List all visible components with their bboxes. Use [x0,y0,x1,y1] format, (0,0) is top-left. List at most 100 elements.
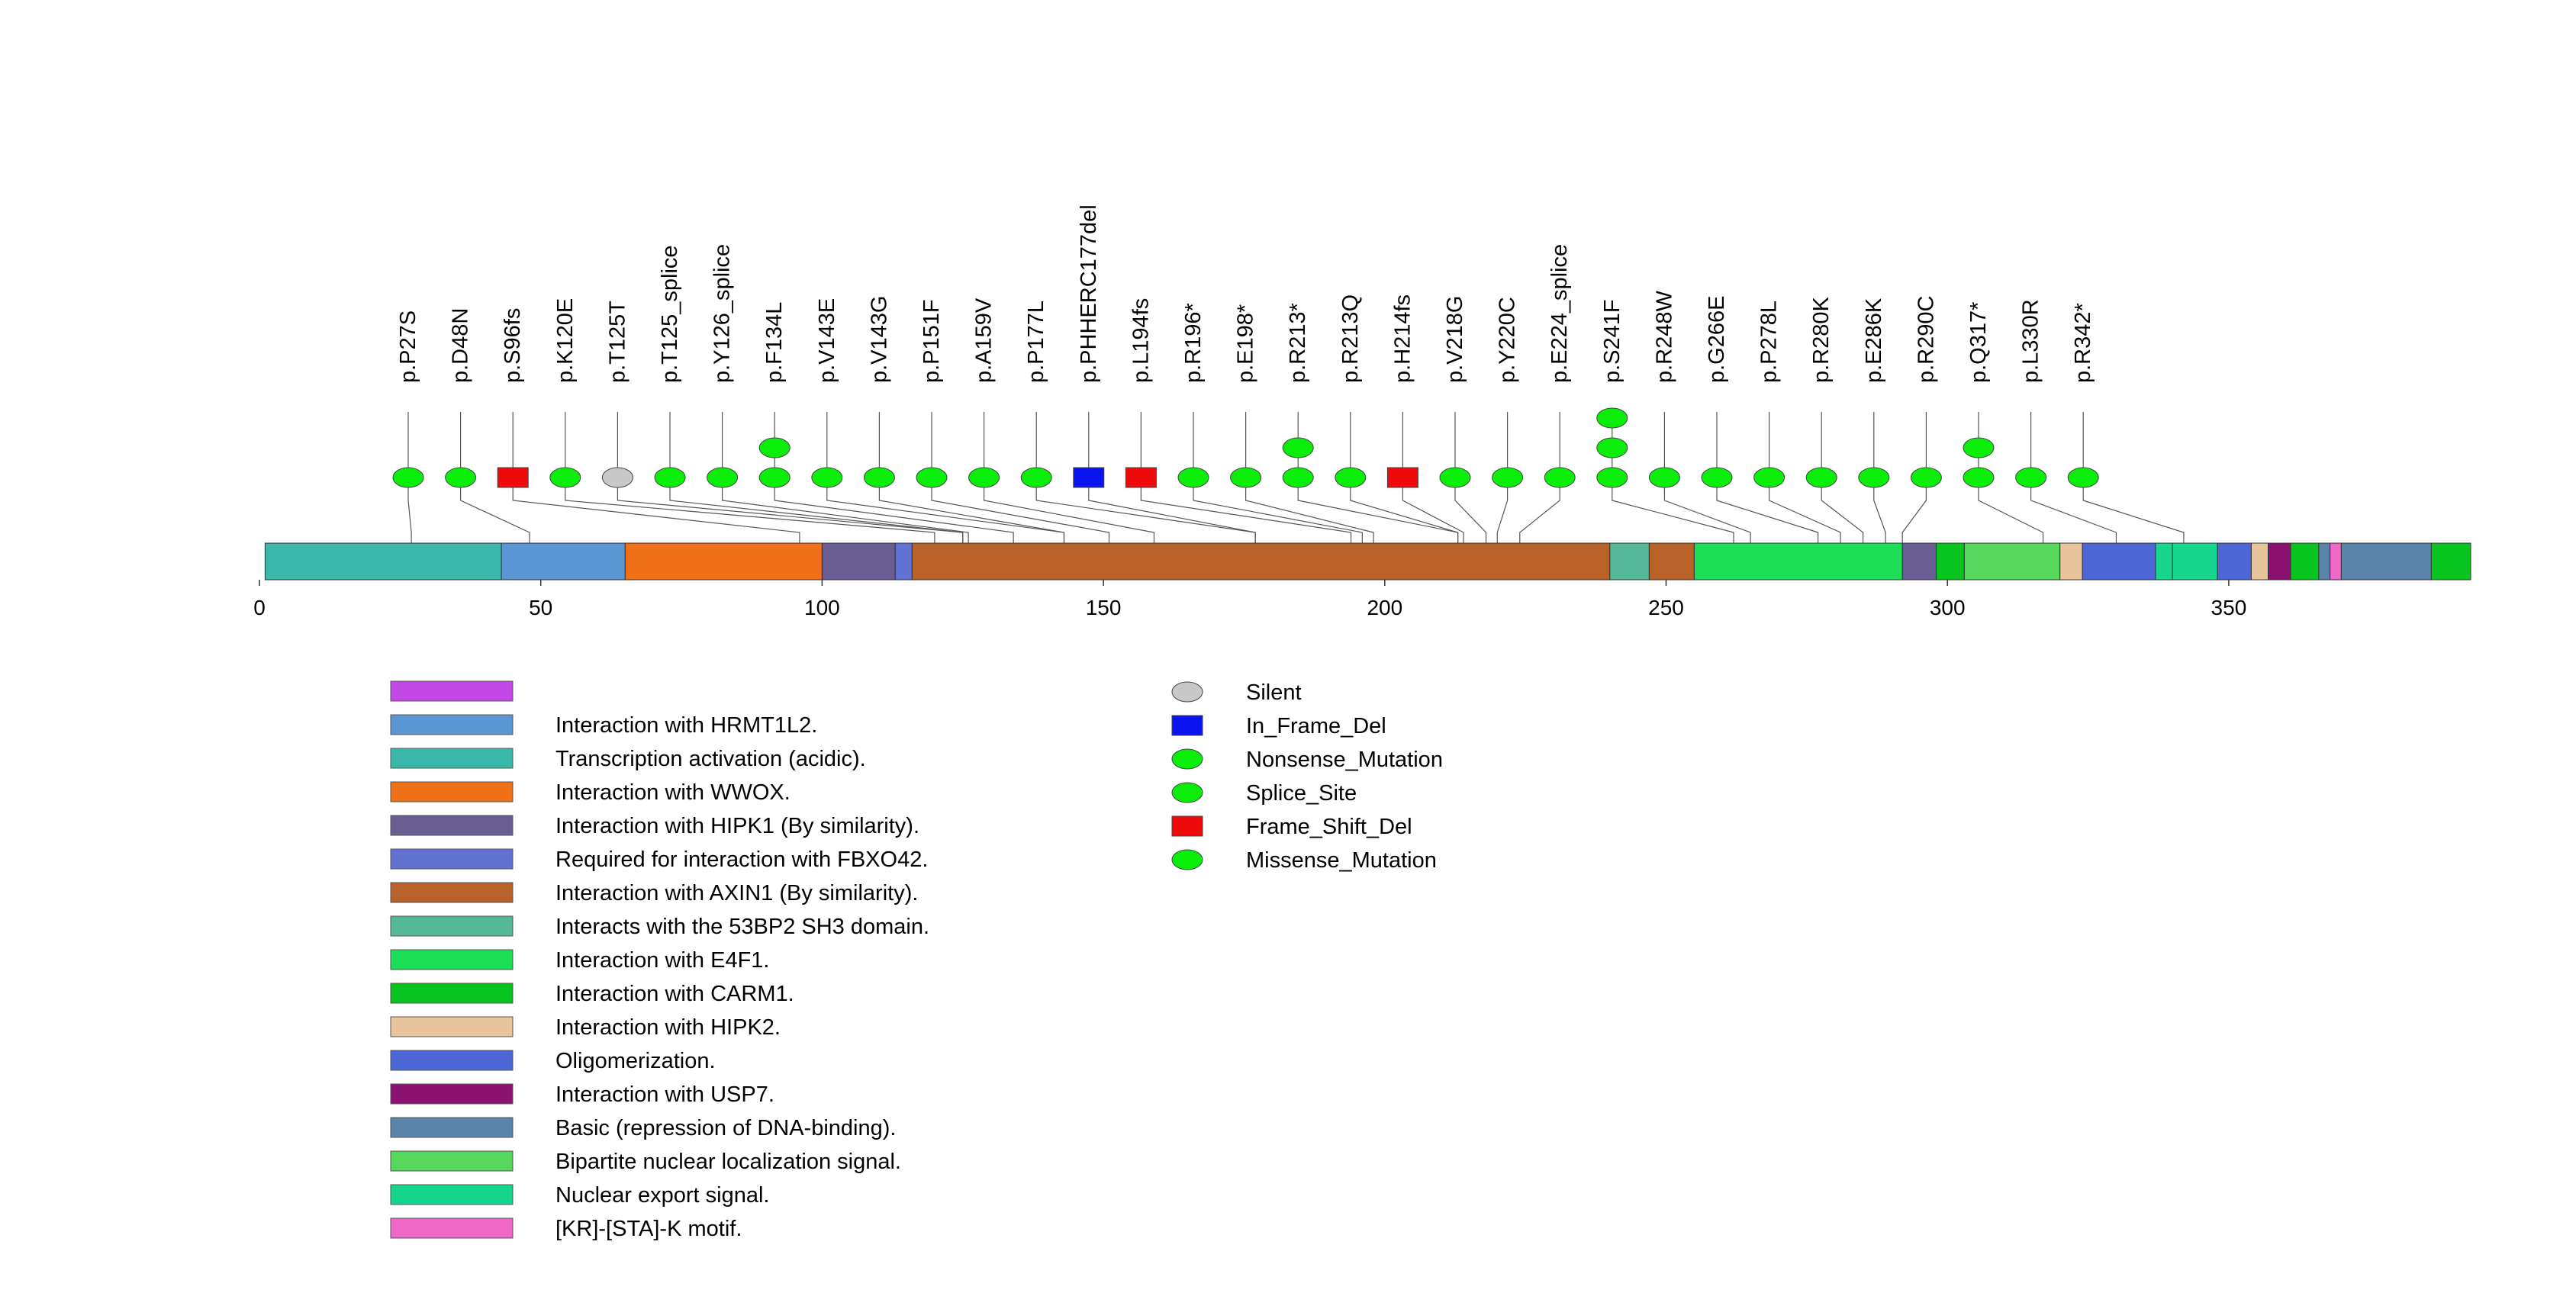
mutation-marker-p-e224-splice[interactable] [1544,467,1576,488]
axis-tick-label: 50 [529,596,552,619]
mutation-marker-p-p278l[interactable] [1753,467,1785,488]
mutation-legend-label: Frame_Shift_Del [1246,815,1412,839]
mutation-label-p-r280k: p.R280K [1809,296,1834,383]
mutation-marker-p-r248w[interactable] [1648,467,1680,488]
mutation-label-p-d48n: p.D48N [449,308,473,383]
mutation-marker-p-s241f[interactable] [1596,407,1628,429]
domain-legend-label: Interaction with WWOX. [555,780,791,805]
domain-segment-required-for-interaction-with-fbxo42 [894,542,913,581]
domain-legend-label: Bipartite nuclear localization signal. [555,1150,901,1174]
mutation-label-p-l194fs: p.L194fs [1129,298,1153,383]
mutation-marker-p-a159v[interactable] [968,467,1000,488]
mutation-markers [392,407,2099,488]
mutation-marker-p-s241f[interactable] [1596,467,1628,488]
mutation-marker-p-e286k[interactable] [1858,467,1890,488]
mutation-marker-p-v143e[interactable] [811,467,843,488]
mutation-label-p-e286k: p.E286K [1862,298,1886,383]
mutation-marker-p-s241f[interactable] [1596,437,1628,458]
mutation-label-p-l330r: p.L330R [2019,299,2043,383]
domain-segment-interacts-with-the-53bp2-sh3-domain [1609,542,1650,581]
position-axis: 0 50 100 150 200 250 300 350 [253,580,2246,619]
mutation-type-legend: Silent In_Frame_Del Nonsense_Mutation Splic… [1171,680,1443,873]
mutation-marker-p-l194fs[interactable] [1125,467,1157,488]
protein-domain-bar [264,542,2471,581]
mutation-marker-p-g266e[interactable] [1701,467,1733,488]
axis-tick-label: 200 [1367,596,1402,619]
mutation-marker-p-y126-splice[interactable] [707,467,739,488]
mutation-label-p-q317: p.Q317* [1966,302,1991,383]
axis-tick-label: 150 [1086,596,1122,619]
domain-legend-label: Interaction with AXIN1 (By similarity). [555,881,918,905]
mutation-label-p-p177l: p.P177L [1024,301,1048,383]
mutation-label-p-s241f: p.S241F [1600,299,1624,383]
mutation-label-p-t125-splice: p.T125_splice [658,245,682,383]
mutation-marker-p-y220c[interactable] [1492,467,1524,488]
mutation-marker-p-v143g[interactable] [863,467,895,488]
mutation-label-p-r213: p.R213* [1286,303,1310,383]
mutation-marker-p-p177l[interactable] [1020,467,1052,488]
mutation-marker-p-f134l[interactable] [758,437,791,458]
domain-legend-label: Oligomerization. [555,1049,716,1073]
domain-segment-interaction-with-wwox [624,542,823,581]
domain-legend-label: Nuclear export signal. [555,1183,769,1208]
mutation-marker-p-v218g[interactable] [1439,467,1471,488]
mutation-marker-p-p151f[interactable] [916,467,948,488]
mutation-marker-p-r213[interactable] [1282,467,1314,488]
mutation-marker-p-p27s[interactable] [392,467,424,488]
mutation-marker-p-t125t[interactable] [601,467,633,488]
mutation-marker-p-r342[interactable] [2067,467,2099,488]
domain-segment-interaction-with-hipk2 [2250,542,2269,581]
mutation-legend-label: Splice_Site [1246,781,1357,806]
domain-legend-swatch [390,748,514,769]
mutation-marker-p-f134l[interactable] [758,467,791,488]
axis-tick-label: 300 [1930,596,1966,619]
domain-segment-interaction-with-axin1-by-similarity [911,542,1611,581]
mutation-label-p-t125t: p.T125T [605,301,630,383]
domain-segment-interaction-with-hipk2 [2059,542,2083,581]
mutation-marker-p-r213[interactable] [1282,437,1314,458]
domain-legend-swatch [390,1050,514,1071]
mutation-label-p-a159v: p.A159V [972,298,997,383]
mutation-label-p-v143e: p.V143E [815,298,839,383]
domain-legend-label: Interaction with HIPK1 (By similarity). [555,814,919,838]
domain-segment-nuclear-export-signal [2172,542,2218,581]
mutation-marker-p-phherc177del[interactable] [1073,467,1105,488]
mutation-label-p-r248w: p.R248W [1652,290,1676,383]
mutation-label-p-r196: p.R196* [1181,303,1206,383]
domain-legend-swatch [390,1150,514,1172]
mutation-marker-p-h214fs[interactable] [1386,467,1418,488]
mutation-marker-p-r196[interactable] [1177,467,1209,488]
axis-tick-label: 350 [2211,596,2247,619]
mutation-marker-p-t125-splice[interactable] [654,467,686,488]
domain-legend-label: Basic (repression of DNA-binding). [555,1116,896,1140]
mutation-label-p-f134l: p.F134L [762,302,787,383]
mutation-label-p-s96fs: p.S96fs [501,308,525,383]
domain-legend-swatch [390,1117,514,1138]
mutation-label-p-v218g: p.V218G [1443,296,1467,383]
mutation-marker-p-r280k[interactable] [1805,467,1837,488]
mutation-marker-p-r290c[interactable] [1910,467,1942,488]
domain-segment-nuclear-export-sign [2155,542,2173,581]
mutation-marker-p-q317[interactable] [1963,467,1995,488]
domain-legend-label: [KR]-[STA]-K motif. [555,1217,742,1241]
mutation-marker-p-d48n[interactable] [445,467,477,488]
mutation-marker-p-s96fs[interactable] [497,467,529,488]
mutation-label-p-p151f: p.P151F [919,299,944,383]
mutation-label-p-r342: p.R342* [2071,303,2095,383]
mutation-label-p-e198: p.E198* [1234,304,1258,383]
domain-segment-interaction-with-carm1 [2430,542,2471,581]
domain-segment-oligomerization [2217,542,2252,581]
mutation-marker-p-e198[interactable] [1230,467,1262,488]
mutation-label-p-phherc177del: p.PHHERC177del [1077,204,1101,383]
mutation-label-p-k120e: p.K120E [553,298,578,383]
domain-legend-swatch [390,848,514,870]
mutation-marker-p-l330r[interactable] [2015,467,2047,488]
mutation-label-p-p27s: p.P27S [396,310,420,383]
mutation-marker-p-q317[interactable] [1963,437,1995,458]
mutation-marker-p-r213q[interactable] [1335,467,1367,488]
domain-legend: Interaction with HRMT1L2. Transcription a… [390,680,929,1241]
mutation-marker-p-k120e[interactable] [549,467,581,488]
mutation-label-p-p278l: p.P278L [1757,301,1782,383]
mutation-label-p-y126-splice: p.Y126_splice [710,244,735,383]
